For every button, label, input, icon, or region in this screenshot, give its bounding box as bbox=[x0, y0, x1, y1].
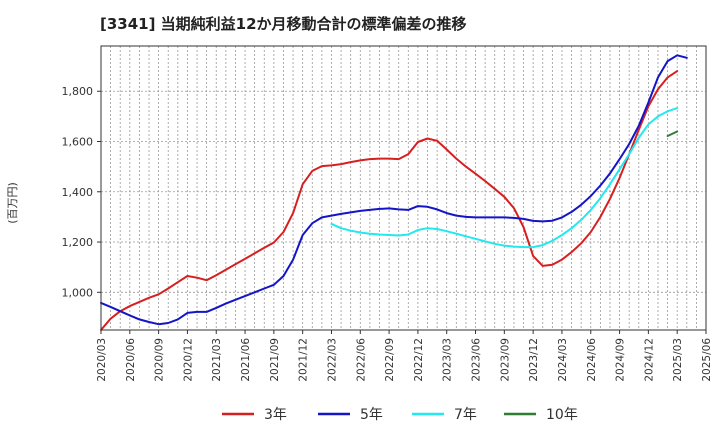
axes: 1,000 1,200 1,400 1,600 1,800 2020/03 2020/06 2… bbox=[62, 45, 713, 382]
series-line-3年 bbox=[100, 70, 679, 331]
grid-lines bbox=[100, 46, 707, 330]
x-tick-label: 2024/12 bbox=[643, 338, 655, 382]
series-layer bbox=[100, 54, 688, 331]
x-tick-label: 2020/03 bbox=[96, 338, 108, 382]
plot-area bbox=[101, 46, 706, 330]
y-tick-label: 1,000 bbox=[62, 286, 94, 299]
x-tick-label: 2023/12 bbox=[528, 338, 540, 382]
x-tick-label: 2022/12 bbox=[413, 338, 425, 382]
plot-frame bbox=[100, 45, 707, 331]
y-tick-label: 1,400 bbox=[62, 186, 94, 199]
x-tick-label: 2021/06 bbox=[240, 338, 252, 382]
legend-label-7年: 7年 bbox=[454, 407, 477, 423]
x-tick-label: 2024/06 bbox=[586, 338, 598, 382]
series-line-5年 bbox=[100, 54, 688, 326]
x-tick-label: 2022/06 bbox=[355, 338, 367, 382]
x-tick-label: 2023/06 bbox=[471, 338, 483, 382]
x-tick-label: 2022/03 bbox=[326, 338, 338, 382]
x-tick-label: 2024/09 bbox=[615, 338, 627, 382]
series-line-7年 bbox=[330, 107, 679, 249]
x-tick-label: 2023/03 bbox=[442, 338, 454, 382]
x-tick-label: 2022/09 bbox=[384, 338, 396, 382]
x-tick-label: 2024/03 bbox=[557, 338, 569, 382]
y-tick-label: 1,600 bbox=[62, 136, 94, 149]
chart-title: [3341] 当期純利益12か月移動合計の標準偏差の推移 bbox=[100, 15, 467, 33]
legend-label-5年: 5年 bbox=[360, 407, 383, 423]
x-tick-label: 2021/09 bbox=[269, 338, 281, 382]
y-tick-label: 1,200 bbox=[62, 236, 94, 249]
legend-label-3年: 3年 bbox=[264, 407, 287, 423]
series-line-10年 bbox=[666, 130, 679, 137]
legend: 3年 5年 7年 10年 bbox=[222, 407, 578, 423]
x-tick-label: 2025/06 bbox=[701, 338, 713, 382]
legend-label-10年: 10年 bbox=[546, 407, 578, 423]
x-tick-label: 2021/12 bbox=[298, 338, 310, 382]
x-tick-label: 2023/09 bbox=[499, 338, 511, 382]
x-tick-label: 2020/09 bbox=[154, 338, 166, 382]
x-tick-label: 2020/06 bbox=[125, 338, 137, 382]
y-axis-label: (百万円) bbox=[6, 182, 19, 224]
plot-background bbox=[101, 46, 706, 330]
x-tick-label: 2020/12 bbox=[182, 338, 194, 382]
x-tick-label: 2025/03 bbox=[672, 338, 684, 382]
y-tick-label: 1,800 bbox=[62, 85, 94, 98]
x-tick-label: 2021/03 bbox=[211, 338, 223, 382]
